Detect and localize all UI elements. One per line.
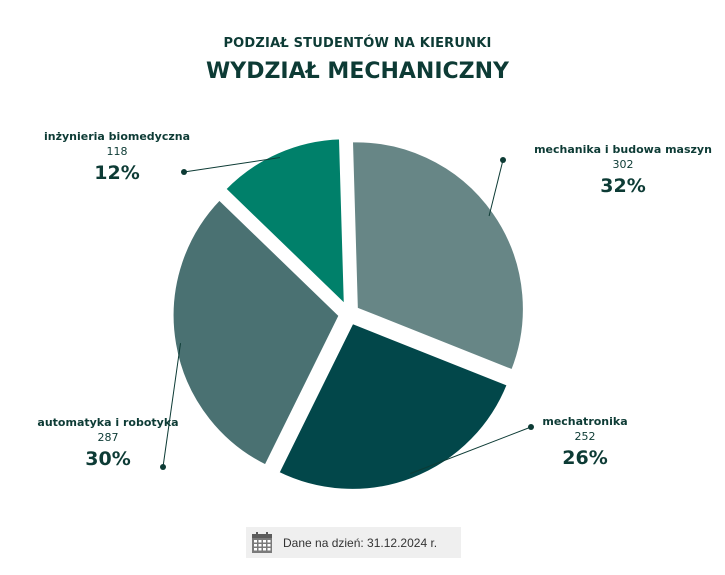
data-date-footer: Dane na dzień: 31.12.2024 r.	[246, 527, 461, 558]
leader-dot-3	[181, 169, 187, 175]
slice-name: automatyka i robotyka	[37, 416, 179, 429]
leader-line-1	[410, 426, 532, 475]
slice-label-automatyka: automatyka i robotyka 287 30%	[28, 415, 188, 472]
slice-label-mechatronika: mechatronika 252 26%	[525, 414, 645, 471]
leader-dot-2	[160, 464, 166, 470]
slice-label-inzynieria: inżynieria biomedyczna 118 12%	[32, 129, 202, 186]
pie-slice-2	[170, 196, 342, 469]
chart-subtitle: WYDZIAŁ MECHANICZNY	[206, 59, 509, 84]
leader-line-2	[162, 343, 182, 468]
slice-percent: 12%	[94, 162, 140, 184]
slice-name: inżynieria biomedyczna	[43, 130, 191, 143]
pie-slice-0	[349, 139, 526, 373]
slice-percent: 26%	[562, 447, 608, 469]
leader-dot-0	[500, 157, 506, 163]
slice-label-mechanika: mechanika i budowa maszyn 302 32%	[528, 142, 718, 199]
slice-name: mechatronika	[542, 415, 628, 428]
calendar-icon	[252, 531, 272, 553]
chart-title: PODZIAŁ STUDENTÓW NA KIERUNKI	[223, 36, 492, 51]
leader-line-0	[488, 159, 504, 217]
slice-name: mechanika i budowa maszyn	[534, 143, 712, 156]
slice-percent: 30%	[85, 448, 131, 470]
leader-dot-1	[528, 424, 534, 430]
data-date-text: Dane na dzień: 31.12.2024 r.	[283, 535, 438, 550]
slice-count: 252	[574, 430, 596, 443]
leader-line-3	[183, 157, 281, 173]
slice-count: 302	[612, 158, 634, 171]
slice-count: 118	[106, 145, 128, 158]
slice-count: 287	[97, 431, 119, 444]
pie-slice-3	[222, 136, 347, 310]
pie-slice-1	[275, 320, 511, 492]
slice-percent: 32%	[600, 175, 646, 197]
